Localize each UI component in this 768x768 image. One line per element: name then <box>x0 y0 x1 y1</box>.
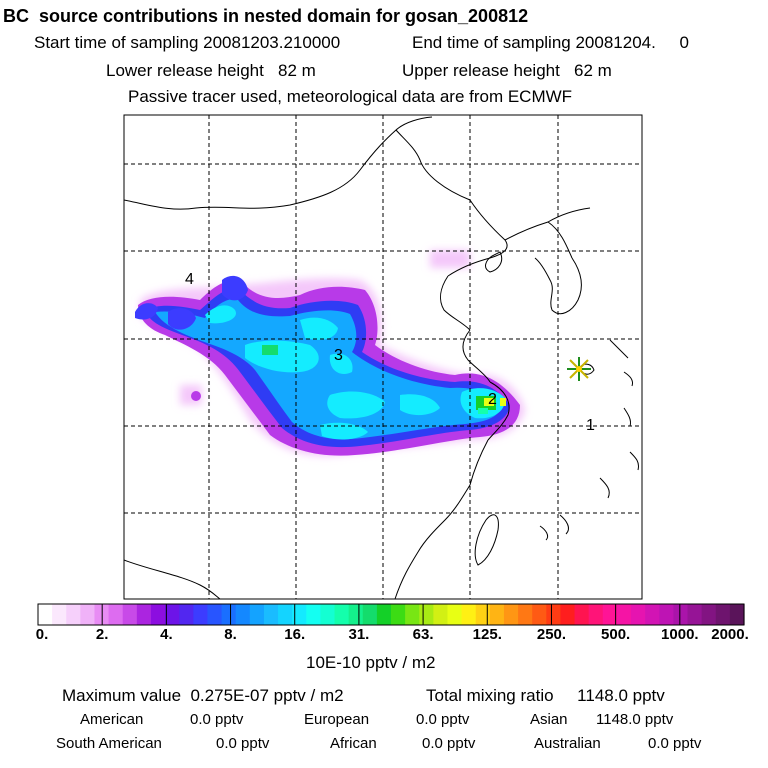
upper-release-label: Upper release height 62 m <box>402 61 612 80</box>
colorbar-tick-label: 500. <box>601 626 631 643</box>
colorbar-cell <box>108 604 124 625</box>
colorbar-cell <box>715 604 731 625</box>
colorbar-cell <box>80 604 96 625</box>
plume-hotspots <box>262 345 506 414</box>
colorbar-cell <box>405 604 420 625</box>
region-label-3: 3 <box>334 347 343 364</box>
colorbar-cells <box>38 604 745 625</box>
colorbar-units: 10E-10 pptv / m2 <box>306 653 436 672</box>
colorbar-cell <box>433 604 449 625</box>
colorbar-cell <box>602 604 618 625</box>
european-label: European <box>304 711 370 728</box>
colorbar-cell <box>52 604 67 625</box>
colorbar-tick-label: 4. <box>160 626 173 643</box>
colorbar-cell <box>136 604 152 625</box>
region-label-4: 4 <box>185 271 194 288</box>
colorbar-cell <box>249 604 265 625</box>
australian-value: 0.0 pptv <box>648 735 702 752</box>
colorbar-cell <box>221 604 237 625</box>
region-label-1: 1 <box>586 417 595 434</box>
colorbar-cell <box>475 604 491 625</box>
european-value: 0.0 pptv <box>416 711 470 728</box>
colorbar-cell <box>306 604 321 625</box>
map-grid <box>124 115 642 599</box>
map-frame <box>123 114 643 600</box>
map-panel: 4 3 2 1 <box>123 114 643 600</box>
colorbar-cell <box>701 604 717 625</box>
colorbar-cell <box>122 604 138 625</box>
colorbar-cell <box>616 604 632 625</box>
colorbar-cell <box>729 604 745 625</box>
colorbar-cell <box>263 604 279 625</box>
australian-label: Australian <box>534 735 601 752</box>
colorbar-cell <box>362 604 378 625</box>
colorbar-cell <box>574 604 590 625</box>
colorbar-cell <box>687 604 703 625</box>
colorbar-cell <box>334 604 350 625</box>
colorbar-cell <box>38 604 53 625</box>
colorbar-cell <box>235 604 251 625</box>
colorbar-tick-label: 2000. <box>711 626 749 643</box>
south-american-value: 0.0 pptv <box>216 735 270 752</box>
colorbar-cell <box>292 604 307 625</box>
asian-label: Asian <box>530 711 568 728</box>
lower-release-label: Lower release height 82 m <box>106 61 316 80</box>
colorbar-cell <box>150 604 166 625</box>
colorbar-cell <box>631 604 646 625</box>
receptor-star-icon <box>567 357 591 381</box>
african-label: African <box>330 735 377 752</box>
colorbar-cell <box>320 604 336 625</box>
max-value-label: Maximum value 0.275E-07 pptv / m2 <box>62 686 344 705</box>
colorbar-cell <box>588 604 604 625</box>
coastlines <box>124 116 639 599</box>
colorbar-tick-label: 125. <box>472 626 502 643</box>
colorbar-cell <box>659 604 674 625</box>
page-title: BC source contributions in nested domain… <box>3 6 529 26</box>
colorbar-cell <box>673 604 689 625</box>
colorbar-cell <box>532 604 547 625</box>
colorbar-cell <box>278 604 293 625</box>
tracer-note: Passive tracer used, meteorological data… <box>128 87 573 106</box>
colorbar-cell <box>461 604 477 625</box>
colorbar-cell <box>165 604 180 625</box>
colorbar-cell <box>193 604 209 625</box>
american-label: American <box>80 711 144 728</box>
end-time-label: End time of sampling 20081204. 0 <box>412 33 689 52</box>
colorbar-cell <box>518 604 533 625</box>
colorbar-tick-marks <box>37 604 745 625</box>
colorbar-tick-label: 250. <box>536 626 567 643</box>
colorbar-cell <box>503 604 519 625</box>
colorbar-cell <box>179 604 194 625</box>
colorbar-tick-label: 8. <box>224 626 237 643</box>
colorbar-cell <box>546 604 562 625</box>
colorbar-cell <box>419 604 434 625</box>
colorbar-tick-label: 63. <box>412 626 434 643</box>
asian-value: 1148.0 pptv <box>596 711 674 728</box>
colorbar-tick-label: 31. <box>348 626 370 643</box>
colorbar-tick-label: 2. <box>95 626 109 643</box>
region-label-2: 2 <box>488 391 497 408</box>
colorbar-cell <box>489 604 505 625</box>
colorbar-cell <box>348 604 364 625</box>
colorbar-cell <box>447 604 463 625</box>
colorbar-cell <box>207 604 223 625</box>
total-mixing-label: Total mixing ratio 1148.0 pptv <box>426 686 665 705</box>
concentration-plume <box>135 250 525 456</box>
south-american-label: South American <box>56 735 162 752</box>
colorbar-tick-label: 0. <box>35 626 49 643</box>
american-value: 0.0 pptv <box>190 711 244 728</box>
start-time-label: Start time of sampling 20081203.210000 <box>34 33 341 52</box>
colorbar-cell <box>391 604 406 625</box>
african-value: 0.0 pptv <box>422 735 476 752</box>
plume-blobs <box>135 275 248 330</box>
colorbar-tick-label: 1000. <box>661 626 699 643</box>
colorbar-cell <box>560 604 576 625</box>
colorbar-tick-label: 16. <box>284 626 306 643</box>
colorbar-cell <box>376 604 392 625</box>
colorbar-cell <box>645 604 660 625</box>
colorbar-cell <box>66 604 81 625</box>
